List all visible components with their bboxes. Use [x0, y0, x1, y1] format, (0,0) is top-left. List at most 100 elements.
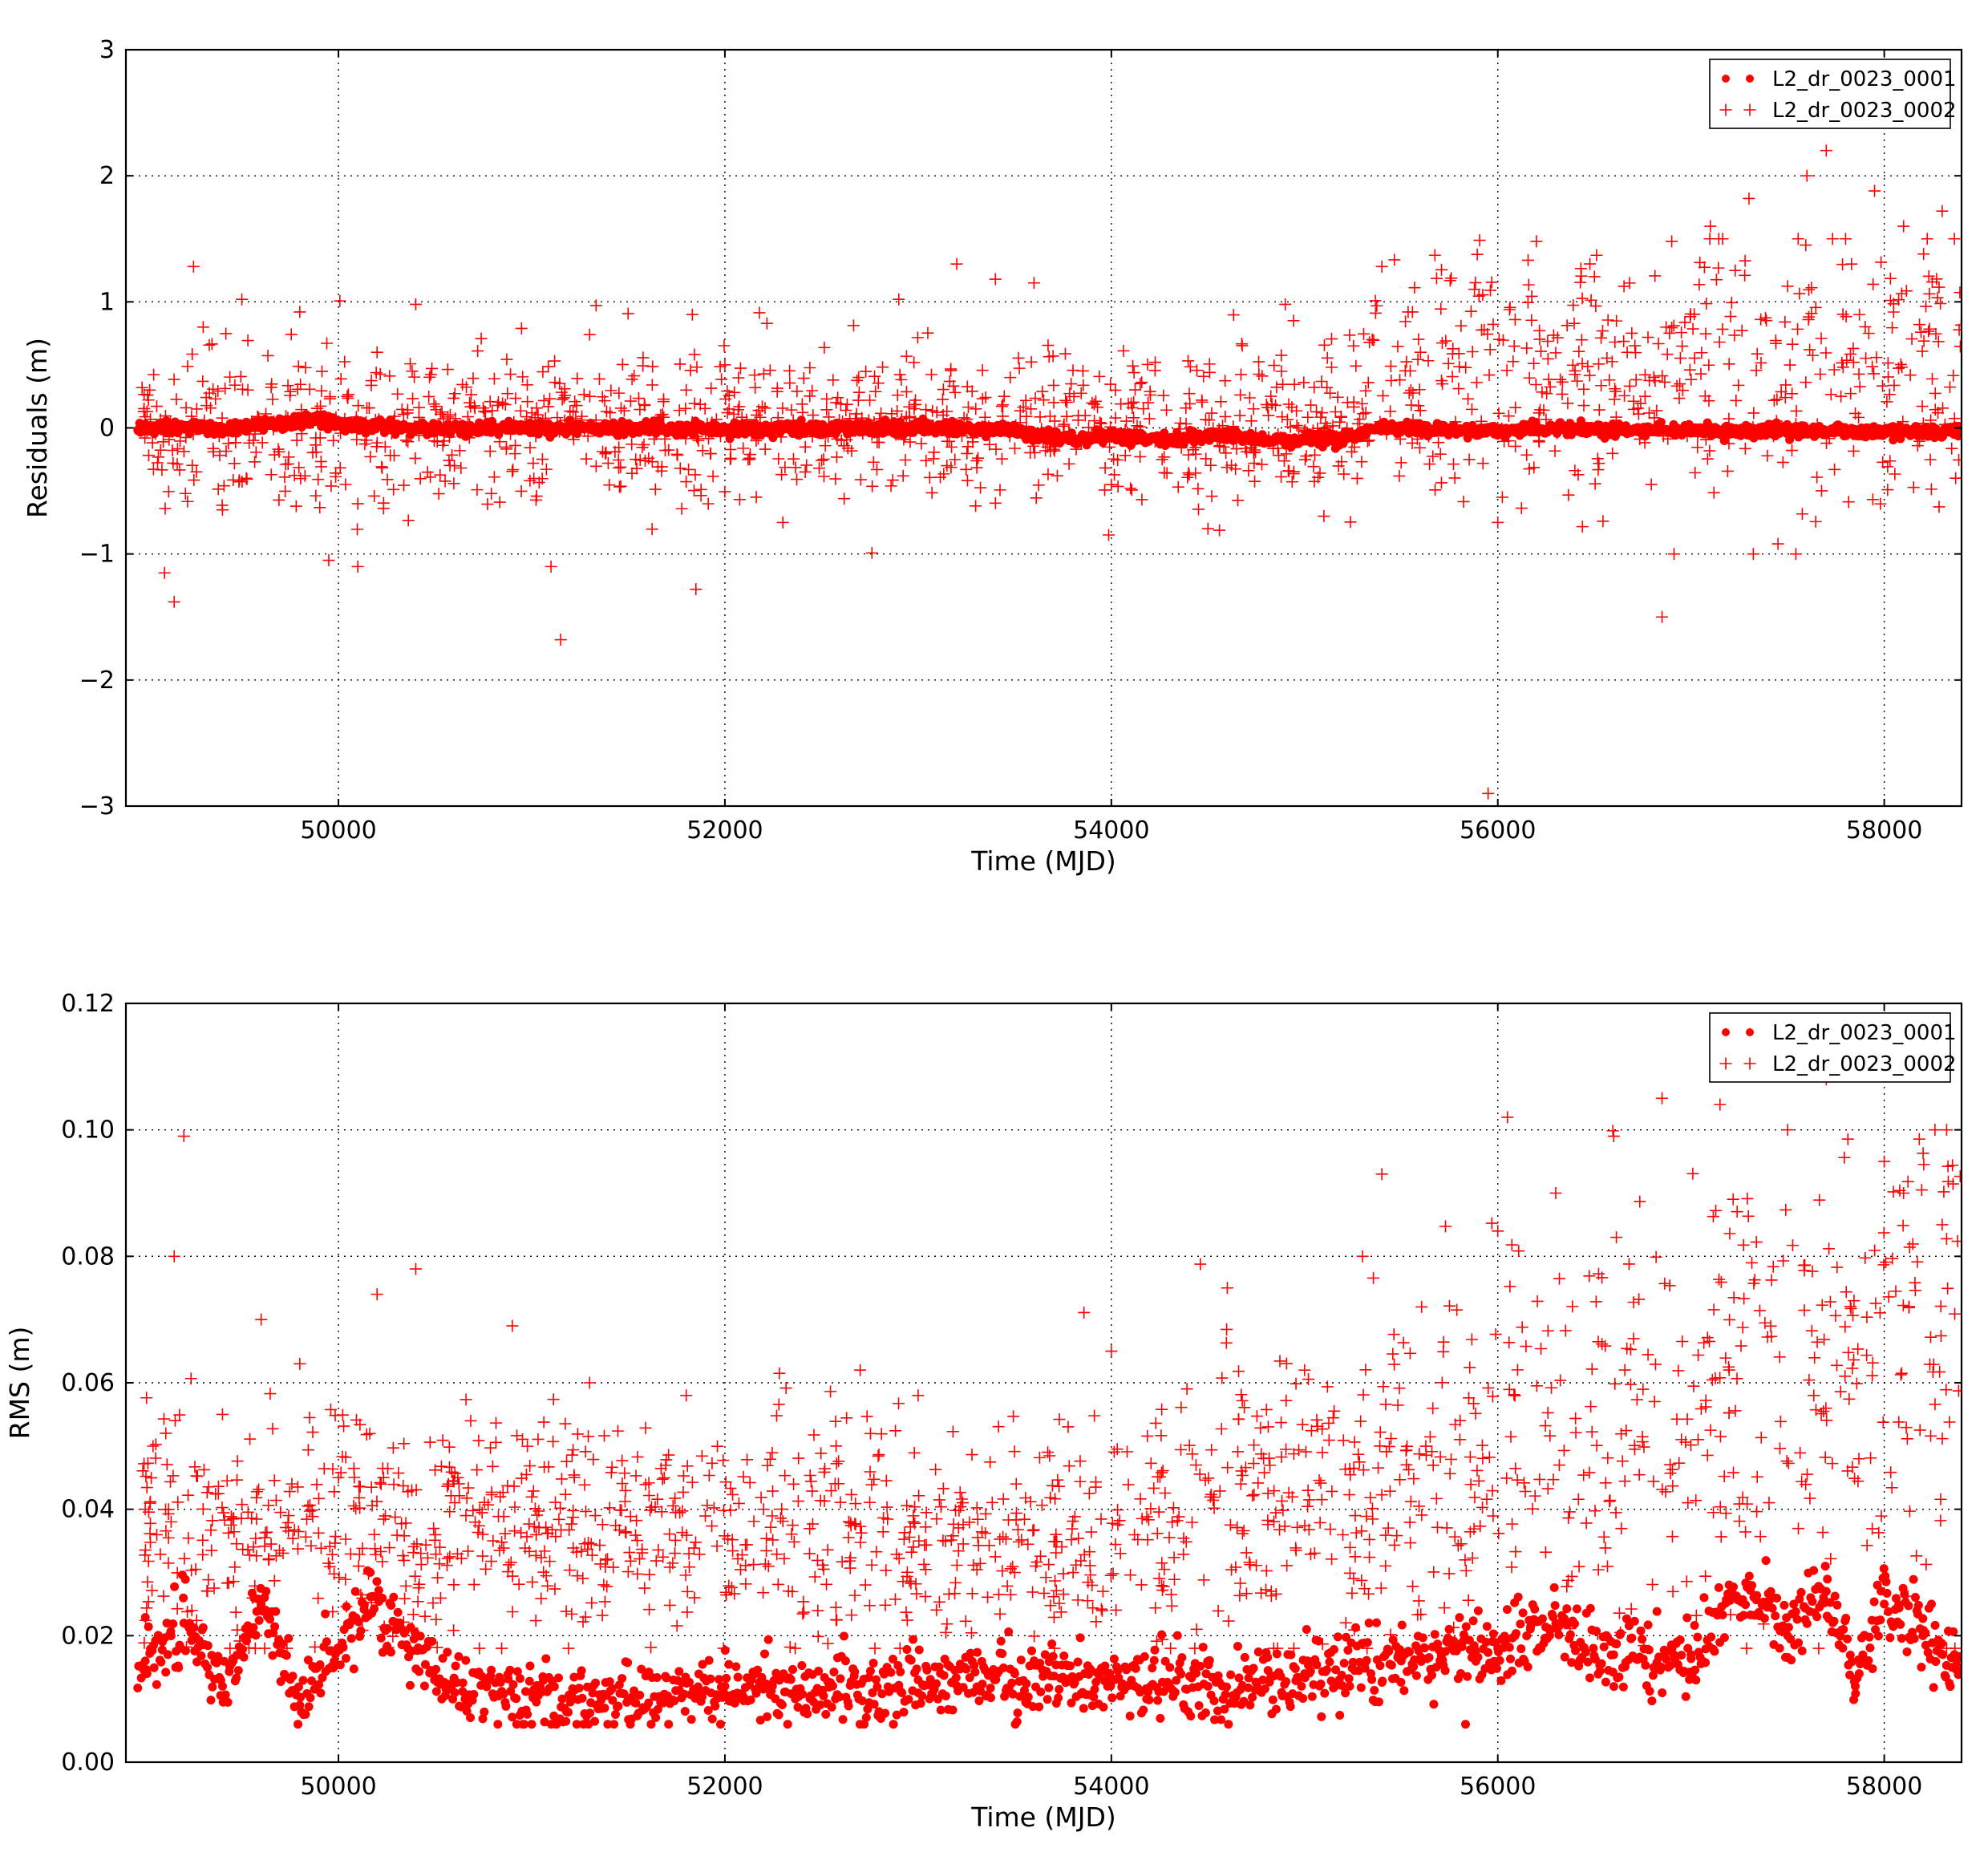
plus-marker: [1924, 453, 1937, 466]
plus-marker: [1839, 1320, 1852, 1333]
plus-marker: [1904, 369, 1917, 382]
plus-marker: [1088, 415, 1101, 428]
plus-marker: [750, 491, 763, 504]
plus-marker: [1838, 1151, 1851, 1164]
plus-marker: [1128, 395, 1140, 408]
plus-marker: [1860, 1349, 1873, 1362]
plus-marker: [1442, 357, 1455, 370]
plus-marker: [1523, 463, 1536, 476]
plus-marker: [1260, 1403, 1273, 1416]
plus-marker: [1716, 233, 1729, 245]
plus-marker: [743, 448, 756, 461]
plus-marker: [1545, 1381, 1557, 1394]
plus-marker: [1881, 357, 1894, 370]
plus-marker: [1678, 316, 1691, 329]
plus-marker: [1483, 1451, 1496, 1464]
plus-marker: [1022, 1538, 1034, 1550]
plus-marker: [396, 1550, 409, 1562]
plus-marker: [1136, 376, 1148, 389]
plus-marker: [314, 399, 327, 412]
plus-marker: [325, 480, 338, 492]
plus-marker: [1886, 322, 1899, 334]
plus-marker: [1866, 493, 1879, 506]
plus-marker: [1184, 360, 1196, 373]
plus-marker: [1900, 285, 1913, 298]
plus-marker: [339, 1533, 352, 1546]
plus-marker: [937, 468, 950, 480]
plus-marker: [755, 1491, 767, 1504]
plus-marker: [488, 471, 500, 484]
plus-marker: [1687, 1380, 1700, 1392]
plus-marker: [1909, 1284, 1921, 1297]
plus-marker: [690, 583, 702, 596]
plus-marker: [1933, 500, 1945, 513]
plus-marker: [632, 392, 645, 405]
plus-marker: [734, 362, 747, 375]
plus-marker: [1553, 1459, 1565, 1472]
plus-marker: [1515, 502, 1528, 515]
plus-marker: [1694, 367, 1707, 380]
plus-marker: [687, 1542, 700, 1554]
plus-marker: [1025, 403, 1038, 415]
plus-marker: [446, 448, 459, 461]
plus-marker: [603, 479, 616, 492]
plus-marker: [190, 403, 203, 415]
plus-marker: [624, 395, 637, 407]
plus-marker: [481, 498, 494, 511]
plus-marker: [1539, 1420, 1552, 1433]
dot-marker: [334, 420, 343, 430]
dot-marker: [372, 422, 382, 432]
plus-marker: [1816, 1299, 1828, 1311]
plus-marker: [1205, 407, 1218, 419]
plus-marker: [646, 360, 659, 373]
plus-marker: [401, 403, 414, 416]
plus-marker: [241, 1506, 254, 1518]
plus-marker: [1588, 270, 1601, 283]
plus-marker: [1601, 351, 1613, 364]
plus-marker: [1180, 1383, 1193, 1396]
plus-marker: [1865, 1452, 1877, 1465]
plus-marker: [231, 1455, 244, 1468]
plus-marker: [1836, 258, 1849, 271]
plus-marker: [1286, 476, 1298, 488]
plus-marker: [1019, 1492, 1032, 1505]
plus-marker: [1184, 397, 1196, 410]
plus-marker: [655, 460, 668, 473]
plus-marker: [1798, 1264, 1811, 1277]
plus-marker: [464, 400, 477, 413]
plus-marker: [813, 462, 826, 475]
plus-marker: [1839, 233, 1852, 245]
plus-marker: [1718, 1470, 1731, 1483]
plus-marker: [365, 1481, 378, 1493]
plus-marker: [840, 404, 852, 417]
plus-marker: [306, 1510, 319, 1523]
plus-marker: [1141, 1429, 1154, 1442]
plus-marker: [501, 387, 514, 400]
plus-marker: [1771, 393, 1784, 406]
plus-marker: [249, 456, 261, 468]
plus-marker: [1302, 411, 1314, 423]
plus-marker: [1823, 1242, 1836, 1255]
plus-marker: [1816, 1526, 1829, 1539]
plus-marker: [216, 1501, 229, 1514]
plus-marker: [1347, 400, 1360, 413]
plus-marker: [1811, 1335, 1824, 1348]
plus-marker: [1902, 1300, 1915, 1313]
plus-marker: [1014, 404, 1026, 417]
plus-marker: [229, 379, 241, 391]
plus-marker: [1060, 396, 1073, 409]
plus-marker: [339, 478, 352, 491]
plus-marker: [472, 345, 484, 358]
plus-marker: [1860, 1539, 1873, 1552]
plus-marker: [1812, 1642, 1825, 1655]
plus-marker: [1848, 1472, 1861, 1485]
plus-marker: [885, 480, 897, 492]
plus-marker: [249, 446, 262, 459]
plus-marker: [1533, 434, 1545, 447]
plus-marker: [303, 1411, 316, 1424]
plus-marker: [631, 1534, 644, 1547]
plus-marker: [646, 523, 658, 536]
plus-marker: [1215, 1422, 1228, 1435]
plus-marker: [1666, 1480, 1679, 1493]
plus-marker: [1460, 361, 1472, 374]
